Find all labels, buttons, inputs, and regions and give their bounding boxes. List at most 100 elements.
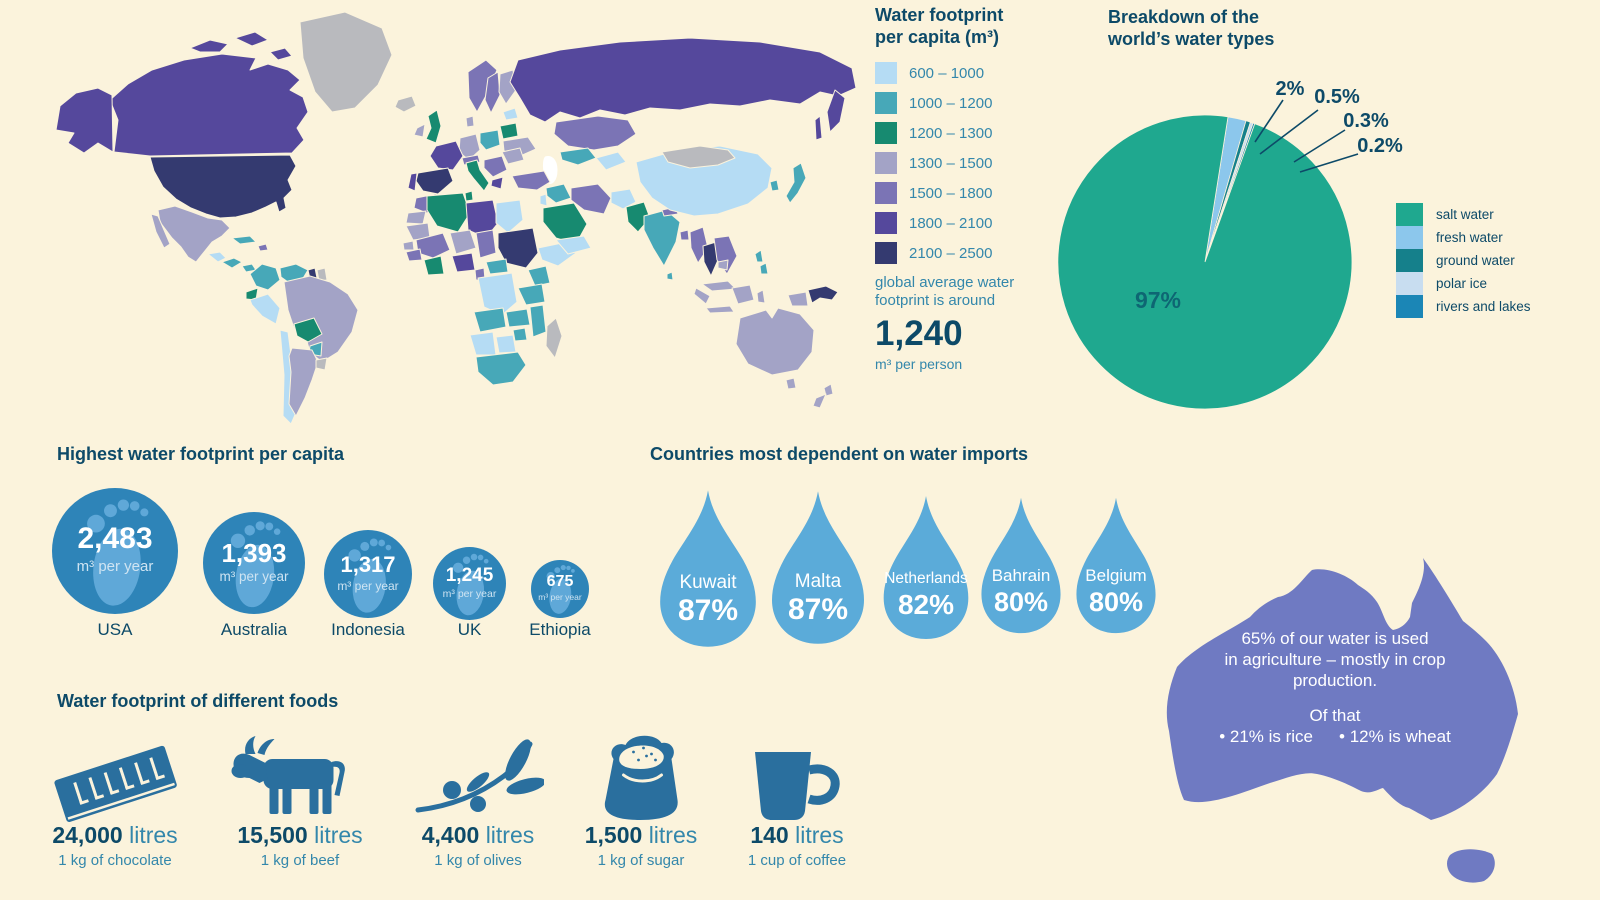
legend-range-label: 1800 – 2100: [909, 214, 993, 232]
global-average-value: 1,240: [875, 314, 963, 353]
olive-branch-icon: [415, 739, 544, 813]
food-value: 15,500: [237, 822, 308, 848]
import-percent: 87%: [787, 593, 849, 626]
global-average-note: global average water footprint is around: [875, 274, 1015, 309]
map-legend-item: 1000 – 1200: [875, 92, 1045, 114]
food-item-olives: 4,400 litres 1 kg of olives: [403, 726, 553, 876]
footprint-value: 2,483: [77, 522, 153, 555]
food-item-coffee: 140 litres 1 cup of coffee: [722, 726, 872, 876]
pie-legend-label: polar ice: [1436, 276, 1488, 291]
water-drop-icon: [660, 490, 756, 647]
water-drop-icon: [772, 491, 864, 644]
import-percent: 80%: [993, 587, 1049, 617]
map-legend-item: 600 – 1000: [875, 62, 1045, 84]
import-percent: 87%: [677, 594, 739, 627]
australia-note: 65% of our water is used in agriculture …: [1190, 628, 1480, 747]
import-percent: 80%: [1088, 587, 1144, 617]
wheat-bullet: • 12% is wheat: [1339, 727, 1451, 746]
pie-label-polar-ice: 0.3%: [1343, 110, 1389, 132]
global-average-unit: m³ per person: [875, 356, 963, 372]
legend-range-label: 1500 – 1800: [909, 184, 993, 202]
footprint-value: 1,245: [445, 565, 494, 586]
food-item-sugar: 1,500 litres 1 kg of sugar: [566, 726, 716, 876]
legend-range-label: 600 – 1000: [909, 64, 985, 82]
australia-note-line: Of that: [1309, 706, 1361, 725]
footprint-circle: 1,393 m³ per year: [203, 512, 305, 614]
section-title-imports: Countries most dependent on water import…: [650, 444, 1029, 464]
footprint-icon: [86, 499, 149, 606]
pie-wedges: [1057, 114, 1353, 410]
import-country: Netherlands: [884, 570, 968, 587]
import-percent: 82%: [897, 589, 955, 620]
import-item-netherlands: Netherlands 82%: [880, 492, 972, 642]
australia-note-line: 65% of our water is used: [1241, 629, 1429, 648]
tasmania-shape: [1447, 849, 1495, 883]
water-drop-icon: [883, 496, 969, 639]
legend-range-label: 1200 – 1300: [909, 124, 993, 142]
footprint-icon: [348, 538, 392, 613]
food-value: 1,500: [584, 822, 643, 848]
food-value-line: 4,400 litres: [383, 822, 573, 849]
water-drop-icon: [1076, 497, 1156, 634]
pie-legend-label: ground water: [1436, 253, 1515, 268]
section-title-footprints: Highest water footprint per capita: [57, 444, 345, 464]
food-unit: litres: [648, 822, 698, 848]
australia-note-bullets: • 21% is rice • 12% is wheat: [1190, 726, 1480, 747]
chocolate-bar-icon: [54, 745, 177, 822]
import-country: Kuwait: [679, 572, 737, 593]
footprint-country: USA: [97, 620, 133, 639]
footprint-value: 1,317: [340, 552, 396, 577]
map-legend: Water footprint per capita (m³) 600 – 10…: [875, 4, 1045, 372]
food-unit: litres: [795, 822, 844, 848]
footprint-unit: m³ per year: [337, 579, 399, 593]
legend-swatch: [1396, 203, 1423, 226]
continent-asia: [509, 37, 857, 314]
legend-swatch: [875, 152, 897, 174]
pie-label-salt-water: 97%: [1135, 287, 1181, 313]
pie-legend: salt water fresh water ground water pola…: [1396, 203, 1531, 318]
food-unit: litres: [485, 822, 535, 848]
food-value-line: 140 litres: [702, 822, 892, 849]
footprint-circle: 1,317 m³ per year: [324, 530, 412, 618]
legend-swatch: [875, 62, 897, 84]
food-caption: 1 cup of coffee: [747, 852, 847, 869]
pie-slice-salt-water: [1057, 114, 1353, 410]
map-legend-item: 1500 – 1800: [875, 182, 1045, 204]
pie-callout-line: [1254, 99, 1284, 143]
pie-legend-item: ground water: [1396, 249, 1531, 272]
legend-range-label: 1300 – 1500: [909, 154, 993, 172]
pie-callout-line: [1299, 153, 1359, 173]
pie-callout-line: [1259, 109, 1319, 155]
coffee-mug-icon: [755, 752, 840, 820]
legend-swatch: [875, 242, 897, 264]
pie-chart-title: Breakdown of the world’s water types: [1108, 7, 1275, 49]
food-caption: 1 kg of beef: [260, 852, 340, 869]
australia-note-line: in agriculture – mostly in crop: [1224, 650, 1446, 669]
cow-icon: [231, 736, 345, 814]
continent-north-america: [55, 11, 417, 273]
food-value-line: 15,500 litres: [205, 822, 395, 849]
legend-swatch: [1396, 295, 1423, 318]
footprint-circle: 675 m³ per year: [531, 560, 589, 618]
food-value: 4,400: [421, 822, 480, 848]
water-types-pie-chart: 2% 0.5% 0.3% 0.2% 97%: [1057, 78, 1403, 410]
footprint-value: 675: [546, 573, 574, 590]
footprint-icon: [453, 553, 489, 616]
footprint-country: UK: [457, 620, 482, 639]
import-item-bahrain: Bahrain 80%: [978, 494, 1064, 636]
food-value-line: 24,000 litres: [20, 822, 210, 849]
map-legend-item: 1300 – 1500: [875, 152, 1045, 174]
footprint-unit: m³ per year: [538, 592, 582, 602]
map-legend-item: 2100 – 2500: [875, 242, 1045, 264]
footprint-value: 1,393: [221, 538, 287, 568]
footprint-unit: m³ per year: [76, 558, 154, 575]
footprint-unit: m³ per year: [442, 588, 497, 600]
australia-note-line: production.: [1292, 671, 1378, 690]
pie-label-rivers-lakes: 0.2%: [1357, 135, 1403, 157]
legend-range-label: 1000 – 1200: [909, 94, 993, 112]
map-legend-item: 1200 – 1300: [875, 122, 1045, 144]
legend-swatch: [1396, 272, 1423, 295]
australia-map: [1166, 558, 1518, 883]
footprint-circle: 1,245 m³ per year: [433, 547, 506, 620]
pie-legend-item: fresh water: [1396, 226, 1531, 249]
